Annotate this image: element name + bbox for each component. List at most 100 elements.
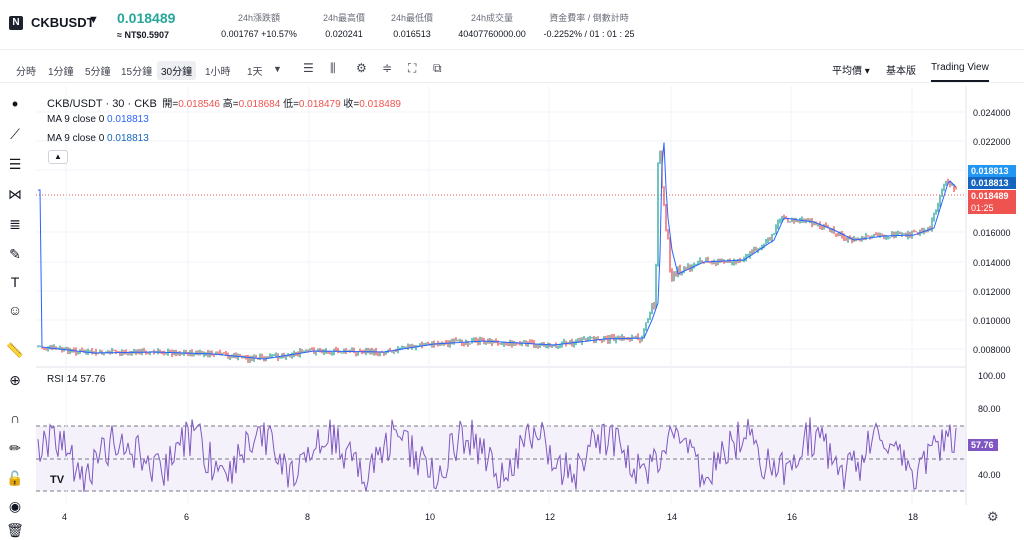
ohlc-key: 收= bbox=[343, 99, 360, 110]
ohlc-key: 開= bbox=[162, 99, 179, 110]
stat-label: 24h最高價 bbox=[322, 13, 366, 23]
avg-price-toggle[interactable]: 平均價 ▾ bbox=[832, 66, 870, 77]
ohlc-open: 開=0.018546 bbox=[162, 99, 220, 110]
symbol-dropdown-icon[interactable]: ▼ bbox=[88, 14, 99, 26]
ohlc-legend: CKB/USDT · 30 · CKB 開=0.018546 高=0.01868… bbox=[47, 95, 401, 110]
lock-icon[interactable]: 🔓 bbox=[6, 470, 24, 486]
change-abs: 0.001767 bbox=[221, 29, 259, 39]
stat-label: 24h最低價 bbox=[390, 13, 434, 23]
time-tick: 18 bbox=[908, 512, 919, 522]
symbol-name[interactable]: CKBUSDT bbox=[31, 15, 95, 30]
time-tick: 16 bbox=[787, 512, 798, 522]
price-tick: 0.008000 bbox=[973, 345, 1011, 355]
candle-type-icon[interactable]: ⫼ bbox=[330, 61, 336, 75]
timeframe-5m[interactable]: 5分鐘 bbox=[85, 67, 111, 78]
rsi-label: RSI 14 bbox=[47, 374, 78, 385]
time-tick: 4 bbox=[62, 512, 68, 522]
zoom-in-icon[interactable]: ⊕ bbox=[9, 372, 21, 388]
rsi-value-tag: 57.76 bbox=[968, 439, 998, 451]
ma-label: MA 9 close 0 bbox=[47, 114, 105, 125]
exchange-logo-icon: N bbox=[9, 16, 23, 30]
lock-drawing-icon[interactable]: ✏ bbox=[9, 440, 21, 456]
chart-toolbar: 分時 1分鐘 5分鐘 15分鐘 30分鐘 1小時 1天 ▼ ☰ ⫼ ⚙ ≑ ⛶ … bbox=[0, 55, 1024, 83]
eye-icon[interactable]: ◉ bbox=[8, 498, 22, 514]
timeframe-dropdown-icon[interactable]: ▼ bbox=[273, 64, 282, 74]
ohlc-low: 低=0.018479 bbox=[283, 99, 341, 110]
drawing-toolbar: • ⟋ ☰ ⋈ ≣ ✎ T ☺ 📏 ⊕ ∩ ✏ 🔓 ◉ 🗑 bbox=[0, 86, 32, 539]
indicators-icon[interactable]: ⚙ bbox=[356, 61, 367, 75]
ohlc-key: 高= bbox=[222, 99, 239, 110]
rsi-tick: 80.00 bbox=[978, 404, 1001, 414]
ohlc-close: 收=0.018489 bbox=[343, 99, 401, 110]
legend-title: CKB/USDT · 30 · CKB bbox=[47, 98, 157, 110]
rsi-line bbox=[37, 417, 957, 493]
price-tick: 0.024000 bbox=[973, 108, 1011, 118]
timeframe-1d[interactable]: 1天 bbox=[247, 67, 263, 78]
horizontal-lines-icon[interactable]: ☰ bbox=[8, 156, 22, 172]
ohlc-val: 0.018546 bbox=[178, 99, 220, 110]
fib-icon[interactable]: ≣ bbox=[9, 216, 21, 232]
rsi-legend[interactable]: RSI 14 57.76 bbox=[47, 374, 105, 385]
time-tick: 10 bbox=[425, 512, 436, 522]
stat-24h-volume: 24h成交量 40407760000.00 bbox=[450, 11, 534, 39]
ma-price-tag-2: 0.018813 bbox=[968, 177, 1016, 189]
last-price: 0.018489 bbox=[117, 10, 176, 26]
rsi-value: 57.76 bbox=[80, 374, 106, 385]
tradingview-tab[interactable]: Trading View bbox=[931, 62, 989, 82]
trend-line-icon[interactable]: ⟋ bbox=[10, 126, 20, 142]
basic-view-tab[interactable]: 基本版 bbox=[886, 66, 916, 77]
price-tick: 0.022000 bbox=[973, 137, 1011, 147]
price-tick: 0.016000 bbox=[973, 228, 1011, 238]
ma-value: 0.018813 bbox=[107, 114, 149, 125]
change-pct: +10.57% bbox=[261, 29, 297, 39]
ma-value: 0.018813 bbox=[107, 133, 149, 144]
time-tick: 12 bbox=[545, 512, 556, 522]
stat-24h-high: 24h最高價 0.020241 bbox=[318, 11, 370, 39]
avg-price-label: 平均價 bbox=[832, 66, 862, 77]
ohlc-val: 0.018684 bbox=[238, 99, 281, 110]
emoji-icon[interactable]: ☺ bbox=[7, 302, 23, 318]
stat-label: 24h成交量 bbox=[470, 13, 514, 23]
stat-funding-rate: 資金費率 / 倒數計時 -0.2252% / 01 : 01 : 25 bbox=[543, 11, 635, 39]
brush-icon[interactable]: ✎ bbox=[9, 246, 21, 262]
snapshot-icon[interactable]: ⧉ bbox=[433, 61, 442, 75]
timeframe-1m[interactable]: 1分鐘 bbox=[48, 67, 74, 78]
stat-label: 資金費率 / 倒數計時 bbox=[549, 13, 629, 23]
stat-value: 0.001767 +10.57% bbox=[221, 29, 297, 39]
ma-line bbox=[38, 142, 957, 360]
stat-24h-change: 24h漲跌額 0.001767 +10.57% bbox=[221, 11, 297, 39]
ma-legend-1[interactable]: MA 9 close 0 0.018813 bbox=[47, 114, 149, 125]
countdown-tag: 01:25 bbox=[968, 202, 1016, 214]
ohlc-val: 0.018479 bbox=[298, 99, 341, 110]
chart-settings-icon[interactable]: ⚙ bbox=[987, 509, 999, 524]
trash-icon[interactable]: 🗑 bbox=[6, 522, 24, 538]
rsi-tick: 100.00 bbox=[978, 371, 1006, 381]
rsi-tick: 40.00 bbox=[978, 470, 1001, 480]
magnet-icon[interactable]: ∩ bbox=[9, 410, 21, 426]
tradingview-logo-icon: TV bbox=[50, 474, 65, 486]
text-icon[interactable]: T bbox=[10, 274, 20, 290]
ma-legend-2[interactable]: MA 9 close 0 0.018813 bbox=[47, 133, 149, 144]
cursor-dot-icon[interactable]: • bbox=[11, 94, 19, 114]
stat-value: -0.2252% / 01 : 01 : 25 bbox=[543, 29, 635, 39]
pattern-icon[interactable]: ⋈ bbox=[8, 186, 22, 202]
ruler-icon[interactable]: 📏 bbox=[6, 342, 24, 358]
fullscreen-icon[interactable]: ⛶ bbox=[408, 61, 417, 75]
ohlc-val: 0.018489 bbox=[359, 99, 401, 110]
timeframe-1h[interactable]: 1小時 bbox=[205, 67, 231, 78]
price-tick: 0.012000 bbox=[973, 287, 1011, 297]
ma-label: MA 9 close 0 bbox=[47, 133, 105, 144]
stat-24h-low: 24h最低價 0.016513 bbox=[386, 11, 438, 39]
timeframe-30m[interactable]: 30分鐘 bbox=[157, 61, 197, 80]
time-tick: 14 bbox=[667, 512, 678, 522]
collapse-legend-button[interactable]: ▲ bbox=[48, 150, 68, 164]
ma-price-tag: 0.018813 bbox=[968, 165, 1016, 177]
timeframe-realtime[interactable]: 分時 bbox=[16, 67, 36, 78]
fiat-price: ≈ NT$0.5907 bbox=[117, 30, 169, 40]
price-tick: 0.010000 bbox=[973, 316, 1011, 326]
ohlc-high: 高=0.018684 bbox=[223, 99, 281, 110]
settings-icon[interactable]: ≑ bbox=[382, 61, 393, 75]
timeframe-15m[interactable]: 15分鐘 bbox=[121, 67, 153, 78]
menu-icon[interactable]: ☰ bbox=[303, 61, 314, 75]
